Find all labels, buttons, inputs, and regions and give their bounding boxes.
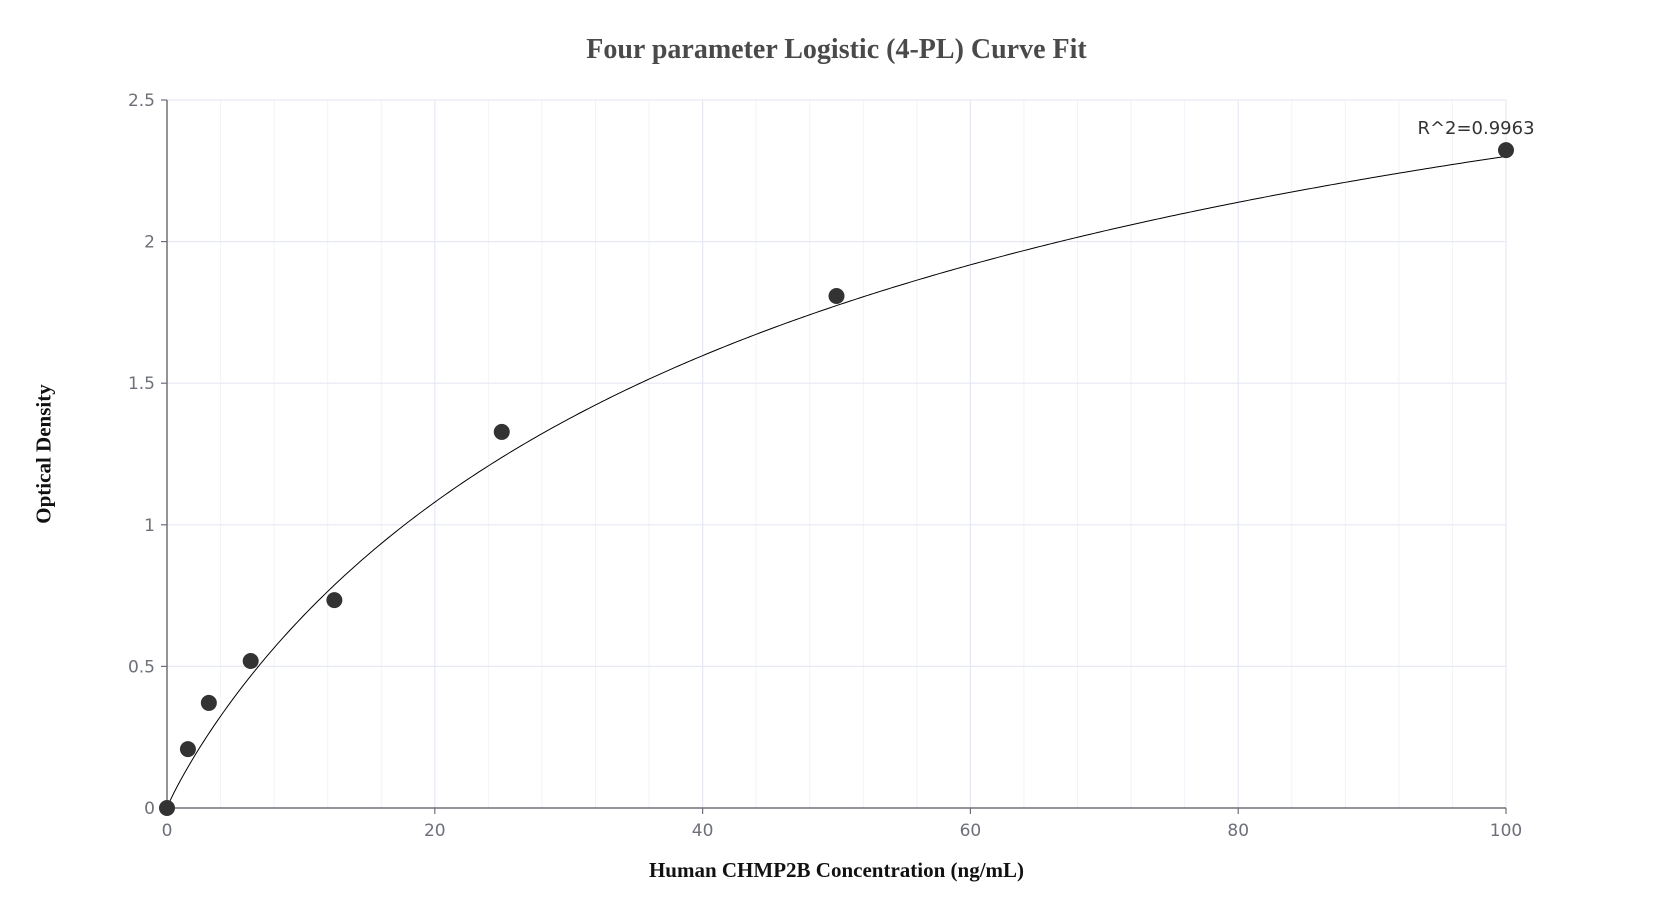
y-tick-label: 0.5: [128, 657, 155, 677]
axes: [166, 100, 1506, 809]
x-tick-label: 80: [1227, 821, 1249, 841]
data-point[interactable]: [828, 287, 845, 304]
y-tick-label: 1.5: [128, 374, 155, 394]
y-tick-label: 1: [144, 516, 155, 536]
data-point[interactable]: [242, 653, 259, 670]
data-point[interactable]: [159, 800, 175, 816]
y-tick-label: 0: [144, 799, 155, 819]
data-points: [159, 142, 1514, 816]
minor-gridlines: [220, 100, 1453, 808]
major-gridlines: [167, 99, 1507, 808]
x-tick-label: 100: [1490, 821, 1522, 841]
tick-labels: 0 20 40 60 80 100 0 0.5 1 1.5 2 2.5: [128, 91, 1522, 841]
fit-curve: [166, 155, 1507, 809]
chart-title: Four parameter Logistic (4-PL) Curve Fit: [586, 34, 1087, 65]
y-tick-label: 2: [144, 233, 155, 253]
x-axis-label: Human CHMP2B Concentration (ng/mL): [648, 858, 1025, 882]
data-point[interactable]: [1498, 142, 1514, 159]
x-tick-label: 0: [162, 821, 173, 841]
x-tick-label: 40: [692, 821, 714, 841]
data-point[interactable]: [493, 423, 510, 440]
r-squared-annotation: R^2=0.9963: [1417, 118, 1534, 139]
x-tick-label: 60: [960, 821, 982, 841]
data-point[interactable]: [326, 592, 343, 609]
x-tick-label: 20: [424, 821, 446, 841]
y-tick-label: 2.5: [128, 91, 155, 111]
data-point[interactable]: [179, 741, 196, 758]
data-point[interactable]: [200, 694, 217, 711]
